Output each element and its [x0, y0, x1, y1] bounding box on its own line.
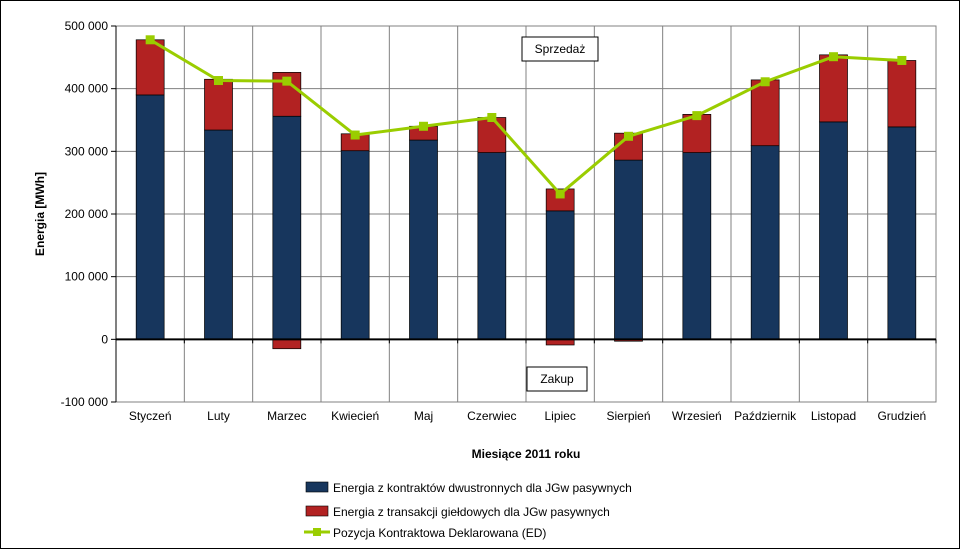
marker-position	[487, 112, 497, 122]
y-tick-label: 300 000	[65, 144, 109, 158]
x-tick-label: Kwiecień	[331, 409, 379, 423]
legend-item-position: Pozycja Kontraktowa Deklarowana (ED)	[304, 526, 546, 540]
bar-exchange	[204, 78, 233, 131]
annotation-zakup-text: Zakup	[540, 372, 574, 386]
x-tick-label: Październik	[734, 409, 797, 423]
legend-label-exchange: Energia z transakcji giełdowych dla JGw …	[333, 505, 610, 519]
bar-contracts	[614, 159, 643, 340]
bar-exchange	[545, 188, 575, 212]
x-tick-label: Grudzień	[877, 409, 926, 423]
y-tick-label: 0	[101, 332, 108, 346]
bars	[135, 39, 917, 350]
bar-exchange	[750, 79, 780, 147]
x-tick-label: Luty	[207, 409, 230, 423]
marker-position	[214, 76, 223, 86]
y-axis-title: Energia [MWh]	[33, 172, 47, 256]
bar-contracts	[477, 152, 507, 340]
line-series	[145, 35, 907, 199]
bar-exchange-negative	[272, 338, 302, 350]
marker-position	[419, 121, 428, 131]
legend-label-contracts: Energia z kontraktów dwustronnych dla JG…	[333, 481, 632, 495]
x-tick-label: Czerwiec	[467, 409, 516, 423]
y-tick-label: 200 000	[65, 207, 109, 221]
x-tick-label: Lipiec	[544, 409, 575, 423]
marker-position	[145, 35, 155, 45]
marker-position	[692, 111, 702, 121]
marker-position	[829, 52, 838, 62]
annotation-sprzedaz-text: Sprzedaż	[535, 42, 586, 56]
y-tick-label: 400 000	[65, 82, 109, 96]
marker-position	[350, 130, 360, 140]
x-tick-label: Sierpień	[606, 409, 650, 423]
x-tick-labels: Styczeń Luty Marzec Kwiecień Maj Czerwiec Lipi…	[129, 409, 926, 423]
marker-position	[624, 131, 633, 141]
marker-position	[897, 55, 907, 65]
legend-label-position: Pozycja Kontraktowa Deklarowana (ED)	[333, 526, 546, 540]
marker-position	[282, 76, 292, 86]
axes	[111, 25, 937, 403]
bar-exchange	[819, 54, 848, 123]
bar-contracts	[545, 210, 575, 340]
bar-contracts	[135, 94, 165, 340]
y-tick-label: -100 000	[61, 395, 109, 409]
line-position	[149, 38, 902, 196]
marker-position	[555, 189, 565, 199]
legend-swatch-contracts	[305, 481, 329, 493]
legend-item-exchange: Energia z transakcji giełdowych dla JGw …	[305, 505, 610, 519]
y-tick-labels: -100 000 0 100 000 200 000 300 000 400 000 500…	[61, 19, 109, 409]
annotation-sprzedaz: Sprzedaż	[521, 36, 599, 62]
bar-exchange	[682, 114, 712, 153]
legend-swatch-exchange	[305, 505, 329, 517]
bar-exchange	[477, 117, 507, 153]
bar-contracts	[409, 139, 438, 340]
x-tick-label: Listopad	[811, 409, 856, 423]
bar-contracts	[819, 121, 848, 340]
bar-contracts	[750, 145, 780, 340]
x-tick-label: Maj	[414, 409, 433, 423]
bar-contracts	[682, 152, 712, 340]
marker-position	[760, 77, 770, 87]
bar-contracts	[204, 129, 233, 340]
x-tick-label: Marzec	[267, 409, 306, 423]
bar-contracts	[887, 126, 917, 340]
bar-exchange	[887, 60, 917, 128]
legend: Energia z kontraktów dwustronnych dla JG…	[304, 481, 632, 540]
y-tick-label: 100 000	[65, 270, 109, 284]
x-tick-label: Wrzesień	[672, 409, 722, 423]
annotation-zakup: Zakup	[526, 366, 588, 392]
bar-contracts	[272, 115, 302, 340]
y-tick-label: 500 000	[65, 19, 109, 33]
bar-exchange	[135, 39, 165, 96]
x-tick-label: Styczeń	[129, 409, 172, 423]
legend-item-contracts: Energia z kontraktów dwustronnych dla JG…	[305, 481, 632, 495]
legend-marker-position	[313, 528, 321, 536]
bar-contracts	[340, 150, 370, 340]
x-axis-title: Miesiące 2011 roku	[472, 447, 581, 461]
